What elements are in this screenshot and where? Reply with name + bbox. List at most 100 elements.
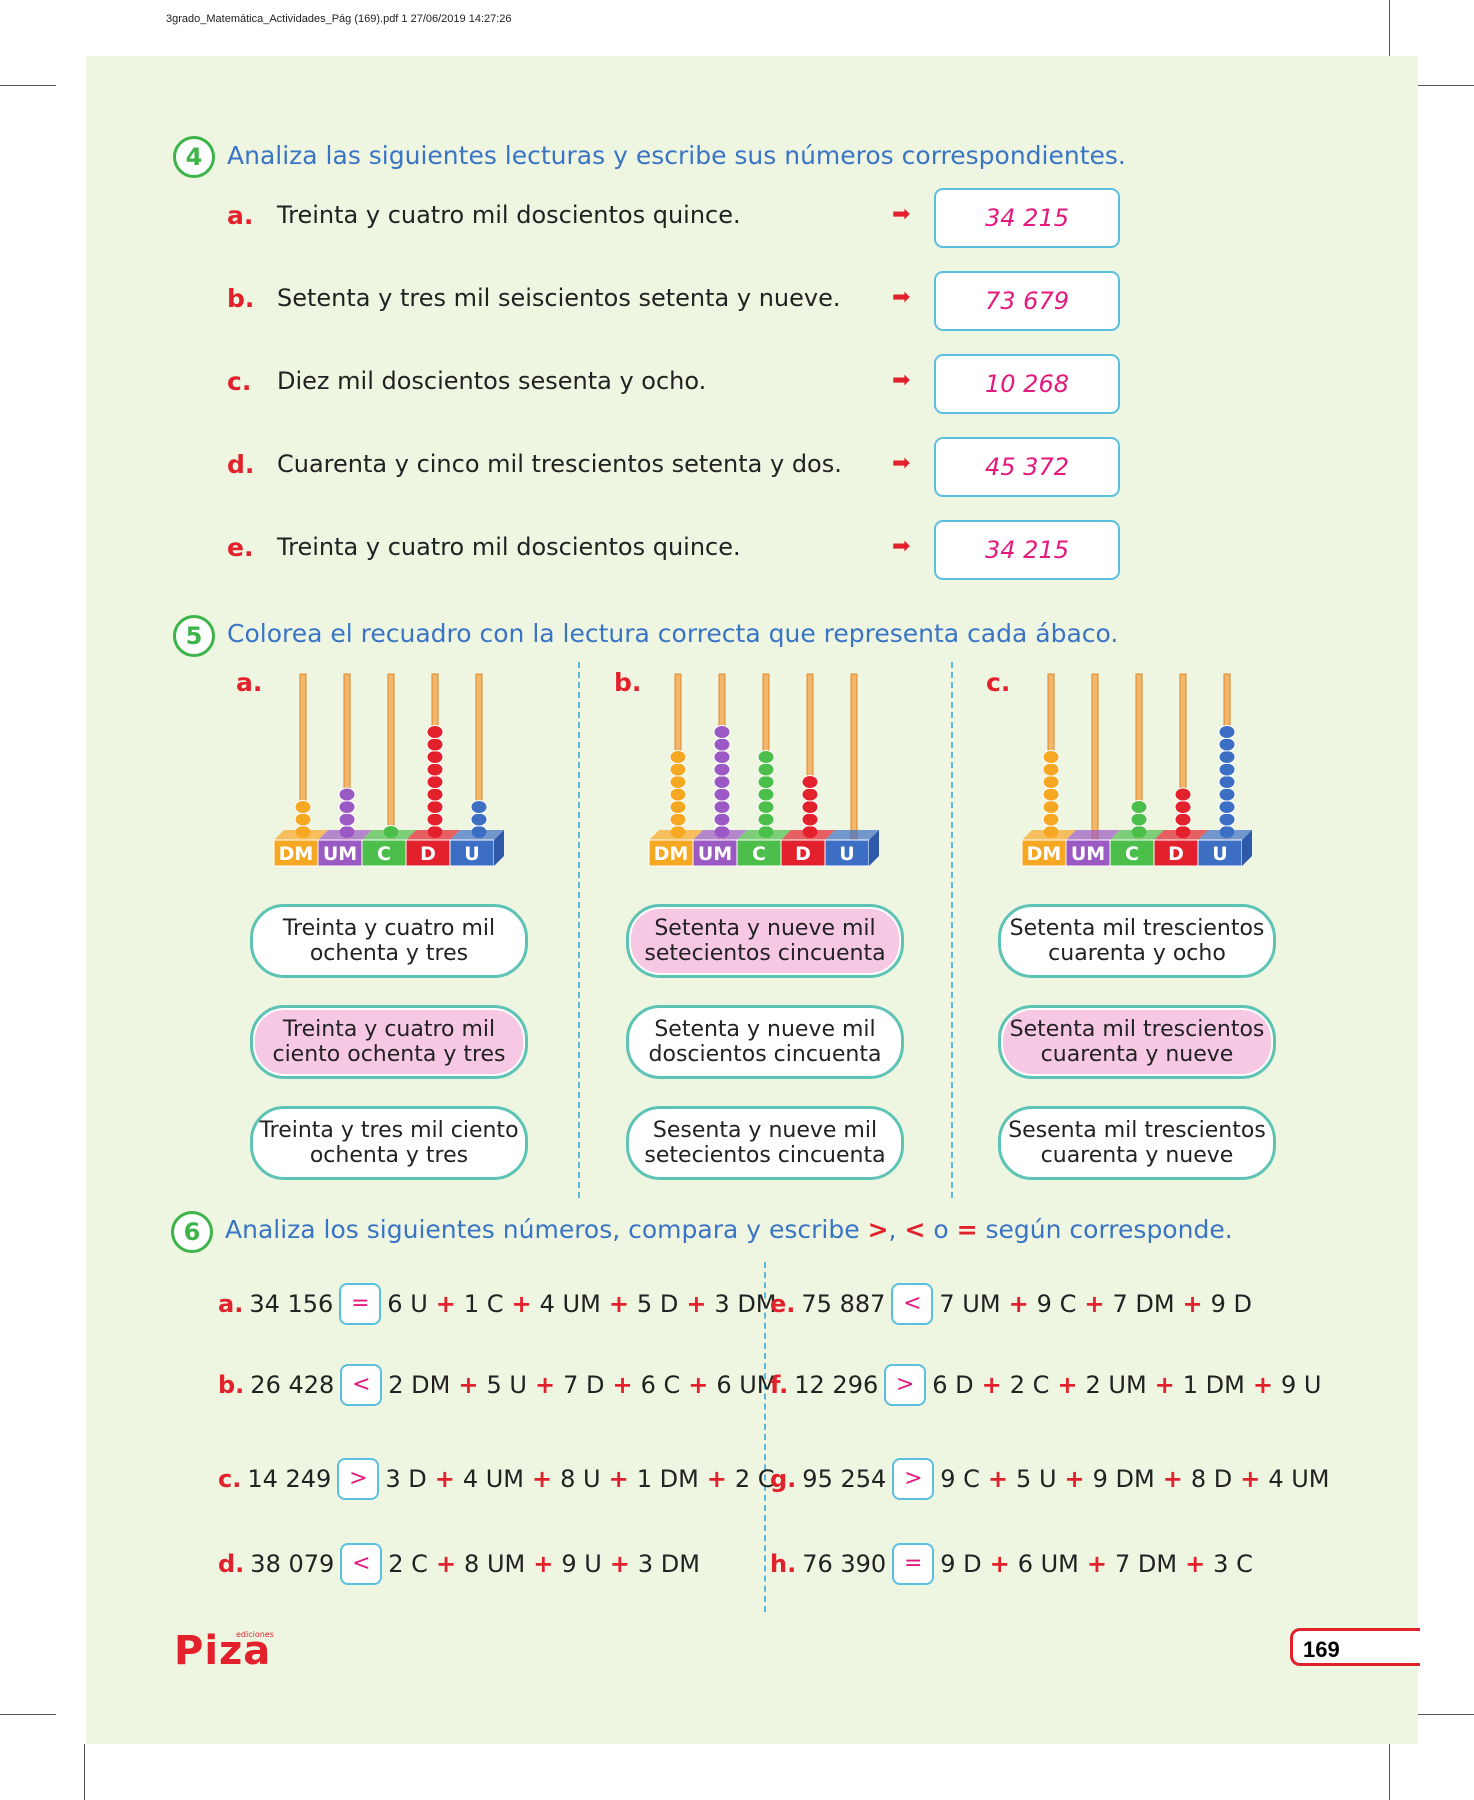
exercise-6-number: 6 (171, 1211, 213, 1253)
abacus-bead (757, 812, 775, 827)
place-value-block: C (1109, 830, 1164, 867)
answer-box[interactable]: 34 215 (934, 188, 1120, 248)
plus-icon: + (608, 1290, 629, 1318)
place-value-term: 2 UM (1085, 1371, 1147, 1399)
instruction-text: Analiza los siguientes números, compara … (225, 1215, 860, 1244)
plus-icon: + (1064, 1465, 1085, 1493)
reading-line: Setenta y nueve mil (654, 1017, 876, 1042)
reading-line: Setenta mil trescientos (1009, 916, 1265, 941)
abacus-bead (801, 775, 819, 789)
place-value-label: U (464, 843, 479, 865)
reading-option[interactable]: Treinta y tres mil ciento ochenta y tres (250, 1106, 528, 1180)
comparison-sign-box[interactable]: > (337, 1458, 380, 1500)
reading-line: Treinta y cuatro mil (282, 1017, 496, 1042)
place-value-term: 1 C (463, 1290, 504, 1318)
plus-icon: + (1008, 1290, 1029, 1318)
abacus-bead (1042, 775, 1060, 789)
right-arrow-icon: ➡ (892, 202, 911, 227)
reading-option-text: Setenta y nueve mil setecientos cincuenta (644, 916, 885, 966)
plus-icon: + (706, 1465, 727, 1493)
place-value-block: DM (273, 830, 328, 867)
abacus-bead (1130, 812, 1148, 827)
compared-number: 76 390 (802, 1550, 887, 1578)
place-value-label: U (1212, 843, 1227, 865)
reading-line: Setenta mil trescientos (1009, 1017, 1265, 1042)
place-value-label: DM (1027, 843, 1062, 865)
comparison-sign-box[interactable]: = (339, 1283, 382, 1325)
abacus-base-side (1242, 830, 1252, 866)
plus-icon: + (688, 1371, 709, 1399)
plus-icon: + (1162, 1465, 1183, 1493)
reading-option-text: Sesenta y nueve mil setecientos cincuenta (644, 1118, 885, 1168)
place-value-term: 3 DM (637, 1550, 700, 1578)
right-arrow-icon: ➡ (892, 534, 911, 559)
abacus-bead (426, 787, 444, 802)
right-arrow-icon: ➡ (892, 368, 911, 393)
reading-option[interactable]: Setenta mil trescientos cuarenta y ocho (998, 904, 1276, 978)
place-value-block: UM (317, 830, 372, 867)
abacus-bead (1174, 800, 1192, 814)
reading-option[interactable]: Setenta y nueve mil doscientos cincuenta (626, 1005, 904, 1079)
abacus-bead (713, 725, 731, 739)
place-value-term: 9 C (940, 1465, 980, 1493)
place-value-block: UM (692, 830, 747, 867)
comparison-sign-box[interactable]: = (892, 1543, 935, 1585)
reading-option-text: Setenta y nueve mil doscientos cincuenta (649, 1017, 882, 1067)
place-value-block: U (1197, 830, 1252, 867)
plus-icon: + (1084, 1290, 1105, 1318)
abacus-bead (757, 750, 775, 764)
comparison-sign-box[interactable]: < (340, 1364, 383, 1406)
comparison-sign-box[interactable]: > (884, 1364, 927, 1406)
reading-option[interactable]: Sesenta mil trescientos cuarenta y nueve (998, 1106, 1276, 1180)
reading-option[interactable]: Setenta mil trescientos cuarenta y nueve (998, 1005, 1276, 1079)
reading-option[interactable]: Treinta y cuatro mil ochenta y tres (250, 904, 528, 978)
item-letter: d. (218, 1550, 245, 1578)
place-value-term: 3 C (1213, 1550, 1253, 1578)
number-reading: Cuarenta y cinco mil trescientos setenta… (277, 450, 842, 478)
comparison-row: h. 76 390 = 9 D +6 UM +7 DM +3 C (770, 1543, 1253, 1585)
abacus-bead (470, 800, 488, 814)
place-value-term: 2 C (388, 1550, 428, 1578)
answer-box[interactable]: 10 268 (934, 354, 1120, 414)
reading-option[interactable]: Setenta y nueve mil setecientos cincuenta (626, 904, 904, 978)
plus-icon: + (609, 1550, 630, 1578)
place-value-label: C (1125, 843, 1139, 865)
plus-icon: + (534, 1371, 556, 1399)
place-value-term: 9 D (940, 1550, 982, 1578)
reading-option[interactable]: Sesenta y nueve mil setecientos cincuenta (626, 1106, 904, 1180)
answer-box[interactable]: 34 215 (934, 520, 1120, 580)
abacus-bead (1174, 812, 1192, 827)
comparison-row: b. 26 428 <2 DM +5 U +7 D +6 C +6 UM (218, 1364, 778, 1406)
comma: , (888, 1215, 897, 1244)
place-value-term: 9 D (1210, 1290, 1253, 1318)
reading-option-text: Treinta y cuatro mil ochenta y tres (283, 916, 495, 966)
abacus-bead (1218, 787, 1236, 802)
place-value-term: 2 C (734, 1465, 775, 1493)
plus-icon: + (533, 1550, 554, 1578)
item-letter: a. (218, 1290, 244, 1318)
comparison-sign-box[interactable]: < (891, 1283, 934, 1325)
place-value-term: 6 UM (716, 1371, 778, 1399)
place-value-block: U (449, 830, 504, 867)
answer-box[interactable]: 45 372 (934, 437, 1120, 497)
less-than-symbol: < (904, 1215, 926, 1244)
reading-option-text: Sesenta mil trescientos cuarenta y nueve (1008, 1118, 1266, 1168)
place-value-term: 2 C (1009, 1371, 1050, 1399)
item-letter: g. (770, 1465, 797, 1493)
item-letter: c. (218, 1465, 242, 1493)
plus-icon: + (435, 1550, 457, 1578)
abacus-bead (1042, 800, 1060, 814)
place-value-term: 6 C (640, 1371, 681, 1399)
comparison-sign-box[interactable]: < (340, 1543, 383, 1585)
abacus-bead (669, 800, 687, 814)
abacus-bead (426, 725, 444, 739)
greater-than-symbol: > (867, 1215, 889, 1244)
comparison-sign-box[interactable]: > (892, 1458, 935, 1500)
plus-icon: + (511, 1290, 532, 1318)
abacus-bead (1130, 800, 1148, 814)
reading-option[interactable]: Treinta y cuatro mil ciento ochenta y tre… (250, 1005, 528, 1079)
place-value-label: C (377, 843, 391, 865)
place-value-label: D (420, 843, 436, 865)
abacus-bead (1042, 750, 1060, 764)
answer-box[interactable]: 73 679 (934, 271, 1120, 331)
